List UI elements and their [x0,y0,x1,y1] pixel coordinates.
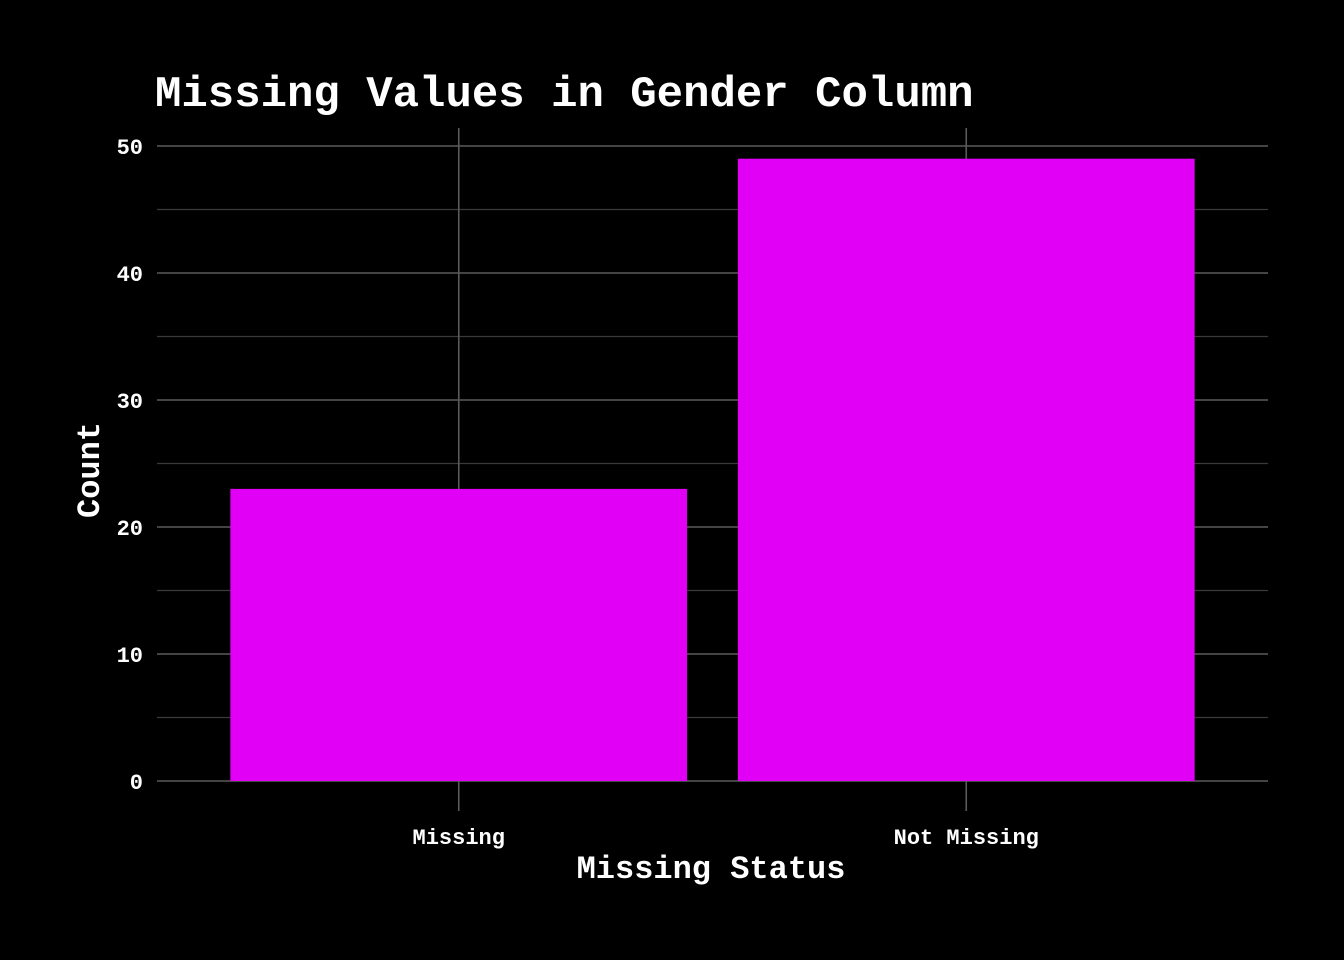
bar-not-missing [737,158,1195,781]
y-tick-label: 20 [117,517,143,542]
y-tick-label: 10 [117,644,143,669]
bar-missing [230,488,688,781]
y-tick-label: 30 [117,390,143,415]
y-axis-ticks: 0 10 20 30 40 50 [117,136,143,796]
y-tick-label: 50 [117,136,143,161]
y-tick-label: 0 [130,771,143,796]
y-tick-label: 40 [117,263,143,288]
x-axis-ticks: Missing Not Missing [413,826,1039,851]
y-axis-title: Count [72,422,109,518]
chart-title: Missing Values in Gender Column [155,70,974,120]
x-tick-label: Missing [413,826,505,851]
bars [230,158,1195,781]
x-axis-title: Missing Status [577,851,846,888]
x-tick-label: Not Missing [894,826,1039,851]
